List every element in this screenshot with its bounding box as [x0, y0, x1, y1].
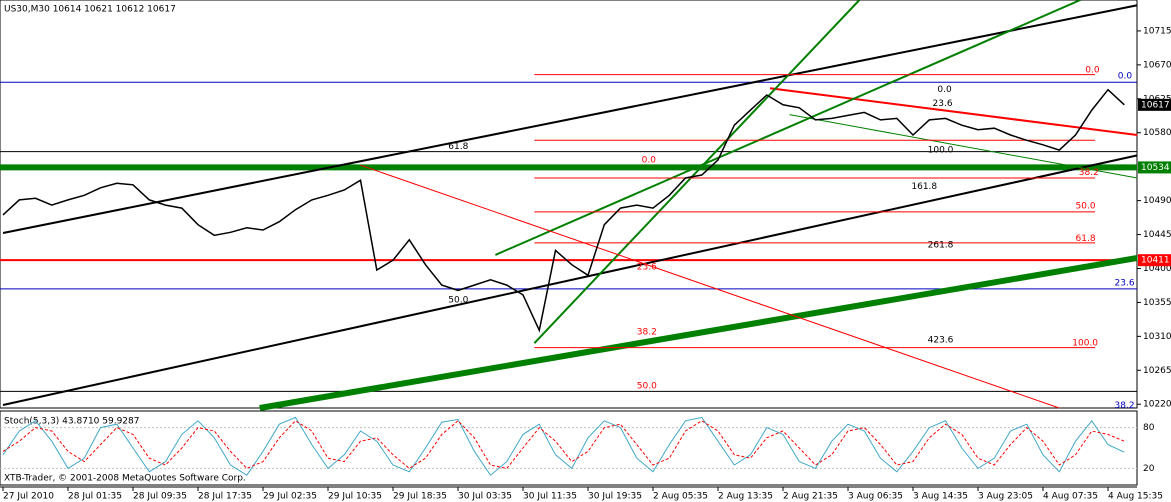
x-tick-label: 30 Jul 11:35: [523, 492, 577, 502]
trend-line: [789, 114, 1138, 179]
fib-label: 23.6: [933, 99, 953, 109]
y-tick-label: 10355: [1143, 298, 1171, 308]
fib-label: 0.0: [1118, 72, 1133, 82]
x-tick-label: 29 Jul 18:35: [393, 492, 447, 502]
price-line: [2, 88, 1125, 333]
x-tick-label: 4 Aug 15:35: [1108, 492, 1163, 502]
fib-label: 61.8: [448, 142, 468, 152]
stoch-line: [2, 420, 1125, 470]
y-tick-label: 10400: [1143, 264, 1171, 274]
x-tick-label: 2 Aug 21:35: [783, 492, 838, 502]
y-tick-label: 10445: [1143, 230, 1171, 240]
trend-line: [259, 254, 1138, 411]
trend-line: [360, 164, 1060, 409]
footer: XTB-Trader, © 2001-2008 MetaQuotes Softw…: [4, 474, 246, 484]
last-price-label: 10617: [1141, 100, 1170, 110]
fib-label: 38.2: [637, 327, 657, 337]
fib-label: 0.0: [937, 85, 952, 95]
fib-label: 23.6: [637, 262, 657, 272]
x-tick-label: 28 Jul 09:35: [133, 492, 187, 502]
stoch-line: [2, 416, 1125, 476]
fib-label: 100.0: [1072, 339, 1098, 349]
x-tick-label: 3 Aug 06:35: [848, 492, 903, 502]
last-price-box: [1138, 98, 1171, 111]
y-tick-label: 80: [1143, 423, 1155, 433]
trend-line: [494, 0, 1081, 256]
fib-label: 23.6: [1115, 278, 1135, 288]
x-tick-label: 30 Jul 03:35: [458, 492, 512, 502]
fib-label: 100.0: [928, 146, 954, 156]
trend-line: [2, 154, 1138, 406]
y-tick-label: 10490: [1143, 196, 1171, 206]
price-box: [1138, 254, 1171, 267]
fib-label: 38.2: [1115, 401, 1135, 411]
y-tick-label: 10670: [1143, 60, 1171, 70]
fib-label: 50.0: [1076, 201, 1096, 211]
x-tick-label: 29 Jul 02:35: [263, 492, 317, 502]
x-tick-label: 27 Jul 2010: [3, 492, 54, 502]
y-tick-label: 10220: [1143, 400, 1171, 410]
x-tick-label: 3 Aug 23:05: [978, 492, 1033, 502]
x-tick-label: 29 Jul 10:35: [328, 492, 382, 502]
fib-label: 0.0: [642, 155, 657, 165]
fib-label: 161.8: [911, 182, 937, 192]
fib-label: 61.8: [1076, 234, 1096, 244]
fib-label: 50.0: [637, 382, 657, 392]
y-tick-label: 10265: [1143, 366, 1171, 376]
trend-line: [769, 87, 1138, 136]
x-tick-label: 28 Jul 17:35: [198, 492, 252, 502]
x-tick-label: 2 Aug 05:35: [653, 492, 708, 502]
y-tick-label: 10580: [1143, 128, 1171, 138]
x-tick-label: 4 Aug 07:35: [1043, 492, 1098, 502]
fib-label: 50.0: [448, 296, 468, 306]
fib-label: 38.2: [1079, 168, 1099, 178]
x-tick-label: 2 Aug 13:35: [718, 492, 773, 502]
fib-label: 0.0: [1085, 66, 1100, 76]
price-box: [1138, 161, 1171, 174]
y-tick-label: 20: [1143, 464, 1155, 474]
price-box-label: 10411: [1141, 256, 1170, 266]
x-tick-label: 30 Jul 19:35: [588, 492, 642, 502]
x-tick-label: 3 Aug 14:35: [913, 492, 968, 502]
trend-line: [2, 4, 1138, 235]
trend-line: [533, 0, 861, 344]
stoch-title: Stoch(5,3,3) 43.8710 59.9287: [4, 417, 139, 427]
price-box-label: 10534: [1141, 163, 1170, 173]
fib-label: 423.6: [928, 336, 954, 346]
fib-label: 261.8: [928, 241, 954, 251]
y-tick-label: 10310: [1143, 332, 1171, 342]
x-tick-label: 28 Jul 01:35: [68, 492, 122, 502]
y-tick-label: 10715: [1143, 26, 1171, 36]
main-panel: [0, 0, 1138, 409]
chart-title: US30,M30 10614 10621 10612 10617: [4, 5, 176, 15]
